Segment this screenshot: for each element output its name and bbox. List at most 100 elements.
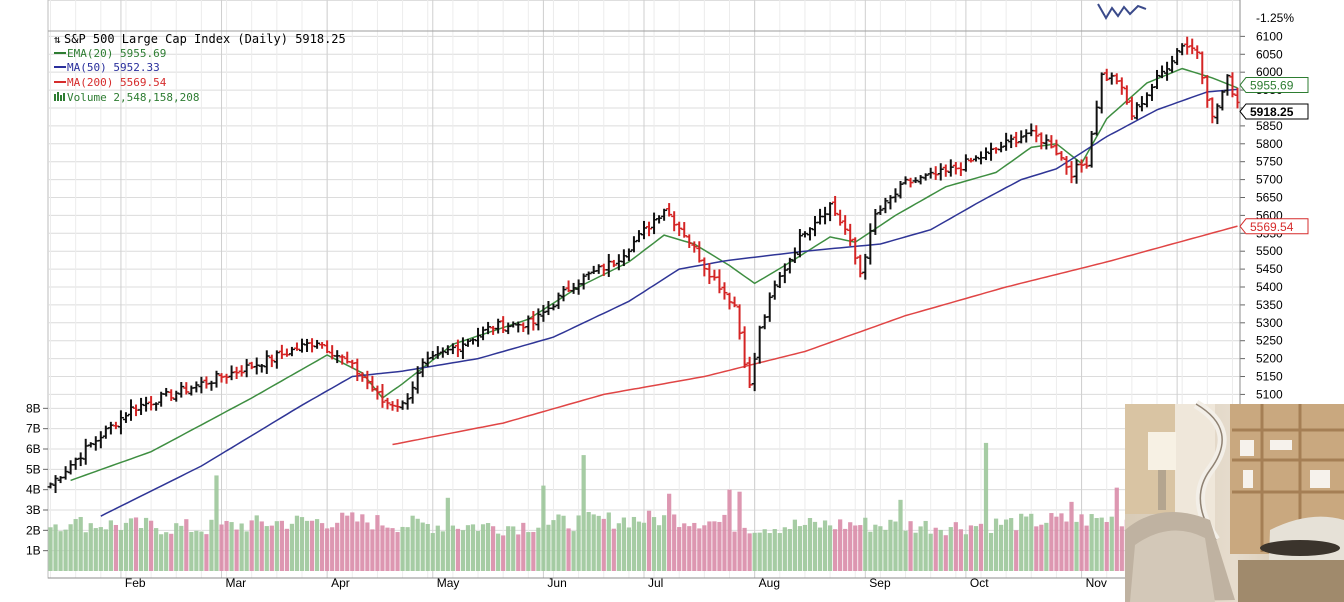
- volume-bar: [360, 514, 365, 571]
- volume-bar: [108, 520, 113, 571]
- volume-bar: [626, 527, 632, 571]
- price-callout-box: [1239, 218, 1309, 235]
- volume-bar: [465, 525, 471, 571]
- volume-bar: [998, 524, 1004, 571]
- volume-bar: [58, 531, 63, 571]
- volume-bar: [576, 515, 581, 571]
- volume-tick-label: 7B: [26, 422, 41, 436]
- volume-bar: [1119, 526, 1124, 571]
- volume-tick-label: 4B: [26, 483, 41, 497]
- volume-bar: [677, 527, 682, 571]
- volume-bar: [566, 528, 571, 571]
- volume-bar: [294, 515, 300, 571]
- volume-bar: [274, 521, 279, 571]
- month-tick-label: Jul: [648, 576, 663, 590]
- volume-bar: [727, 489, 732, 571]
- volume-bar: [1069, 501, 1074, 571]
- price-tick-label: 5250: [1256, 334, 1283, 348]
- volume-bar: [807, 517, 813, 571]
- price-tick-label: 5100: [1256, 387, 1283, 401]
- chart-grid: [47, 0, 1241, 579]
- scribble-mark: [1097, 3, 1147, 20]
- volume-bar: [174, 523, 179, 571]
- price-tick-label: 5700: [1256, 173, 1283, 187]
- volume-bar: [757, 532, 762, 571]
- volume-bar: [938, 529, 943, 571]
- volume-bar: [491, 526, 496, 571]
- volume-bar: [782, 527, 787, 571]
- volume-bar: [667, 493, 672, 571]
- volume-bar: [319, 523, 325, 571]
- volume-bar: [908, 521, 913, 571]
- volume-bar: [460, 530, 466, 571]
- volume-bar: [1004, 519, 1009, 571]
- volume-bar: [128, 518, 134, 571]
- volume-bar: [928, 533, 933, 571]
- volume-bar: [1024, 516, 1029, 571]
- volume-bar: [616, 523, 621, 571]
- volume-bar: [702, 525, 707, 571]
- volume-bar: [777, 533, 782, 571]
- price-tick-label: 5850: [1256, 119, 1283, 133]
- moving-average-lines: [70, 67, 1238, 517]
- volume-tick-label: 1B: [26, 544, 41, 558]
- volume-bar: [375, 515, 380, 571]
- volume-bar: [309, 520, 315, 571]
- volume-bar: [204, 534, 209, 571]
- volume-bar: [692, 522, 697, 571]
- volume-bar: [194, 530, 199, 571]
- month-tick-label: Oct: [970, 576, 989, 590]
- volume-bar: [138, 528, 144, 571]
- volume-bar: [767, 533, 772, 571]
- volume-bar: [762, 529, 767, 571]
- volume-bar: [978, 523, 984, 571]
- month-tick-label: Aug: [759, 576, 780, 590]
- volume-bar: [1084, 525, 1089, 571]
- volume-bar: [712, 521, 717, 571]
- volume-bar: [682, 523, 687, 571]
- volume-bar: [973, 526, 979, 571]
- legend-title-icon: ⇅: [54, 33, 61, 46]
- volume-bar: [53, 524, 58, 571]
- volume-bar: [314, 519, 320, 571]
- volume-bar: [526, 532, 531, 571]
- volume-bar: [641, 522, 647, 571]
- volume-bar: [485, 523, 491, 571]
- volume-bar: [561, 515, 566, 571]
- volume-bar: [631, 516, 637, 571]
- volume-bar: [143, 517, 149, 571]
- volume-bar: [1109, 516, 1114, 571]
- volume-bar: [596, 515, 601, 571]
- volume-bar: [1029, 513, 1034, 571]
- volume-bar: [199, 531, 204, 571]
- volume-bar: [350, 512, 355, 571]
- price-tick-label: 5200: [1256, 352, 1283, 366]
- volume-bar: [1064, 521, 1069, 571]
- volume-bar: [662, 515, 667, 571]
- volume-bar: [958, 529, 963, 571]
- volume-bar: [591, 514, 596, 571]
- volume-bar: [913, 532, 918, 571]
- volume-bar: [868, 531, 873, 571]
- volume-bar: [843, 528, 848, 571]
- volume-bar: [229, 522, 234, 571]
- volume-bar: [556, 514, 561, 571]
- volume-bar: [988, 532, 994, 571]
- volume-bar: [118, 529, 124, 571]
- volume-bar: [1044, 522, 1049, 571]
- volume-bar: [621, 517, 626, 571]
- volume-bar: [812, 521, 818, 571]
- volume-bar: [1039, 524, 1044, 571]
- volume-bar: [521, 522, 526, 571]
- volume-bar: [546, 524, 551, 571]
- volume-bar: [410, 515, 415, 571]
- volume-bar: [335, 522, 340, 571]
- volume-bar: [480, 524, 486, 571]
- volume-bar: [833, 529, 838, 571]
- volume-bar: [687, 526, 692, 571]
- volume-bar: [299, 517, 305, 571]
- volume-bar: [858, 525, 863, 571]
- price-callout-box: [1239, 77, 1309, 94]
- volume-bar: [838, 519, 843, 571]
- volume-bar: [184, 519, 189, 571]
